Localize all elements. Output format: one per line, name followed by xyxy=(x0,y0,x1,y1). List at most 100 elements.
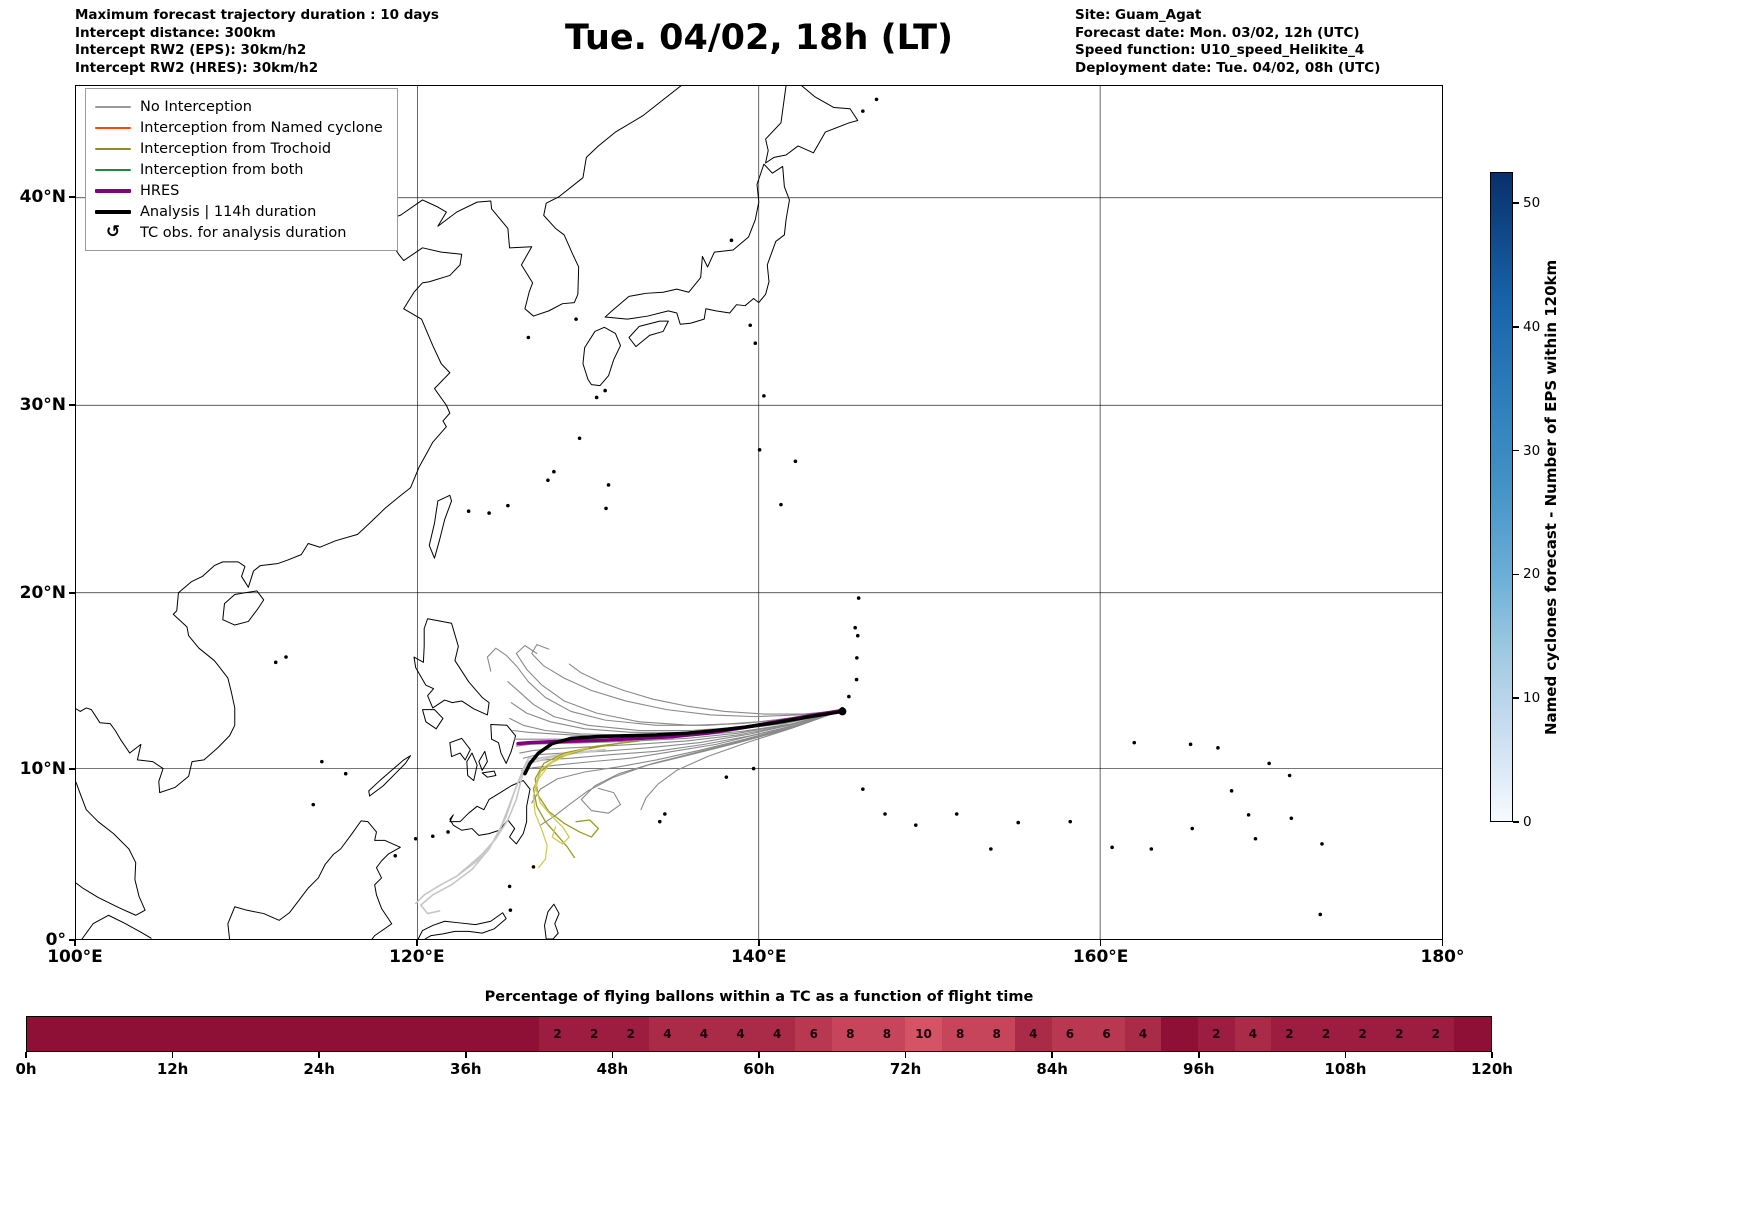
info-line: Speed function: U10_speed_Helikite_4 xyxy=(1075,42,1365,58)
colorbar-tick-mark xyxy=(1513,821,1519,823)
legend-label: Analysis | 114h duration xyxy=(140,203,317,220)
flight-axis-tick-mark xyxy=(758,1052,760,1058)
flight-axis-tick-label: 72h xyxy=(889,1060,922,1078)
flight-axis-tick-label: 84h xyxy=(1036,1060,1068,1078)
island-dot xyxy=(847,694,851,699)
legend-line-sample xyxy=(95,147,131,150)
flight-axis-tick-mark xyxy=(1051,1052,1053,1058)
flight-bar-cell: 2 xyxy=(1271,1017,1308,1051)
island-dot xyxy=(793,459,798,464)
island-dot xyxy=(1289,816,1294,821)
island-dot xyxy=(466,509,471,513)
trajectory-trochoid_light xyxy=(532,752,572,869)
y-tick-label: 0° xyxy=(45,930,66,950)
island-dot xyxy=(1216,746,1220,750)
island-dot xyxy=(1190,826,1195,831)
island-dot xyxy=(663,812,667,816)
island-dot xyxy=(753,341,758,345)
flight-bar-cell: 2 xyxy=(1307,1017,1345,1051)
info-line: Intercept RW2 (HRES): 30km/h2 xyxy=(75,59,319,76)
flight-bar-cell xyxy=(27,1017,64,1051)
info-line: Site: Guam_Agat xyxy=(1075,7,1202,23)
flight-bar-cell xyxy=(319,1017,357,1051)
island-dot xyxy=(393,853,398,858)
flight-bar-cell: 2 xyxy=(1198,1017,1235,1051)
colorbar-tick-label: 30 xyxy=(1523,442,1541,459)
legend-line-sample xyxy=(95,188,131,193)
island-dot xyxy=(874,97,879,102)
legend-item: Interception from Named cyclone xyxy=(95,117,383,138)
legend-label: No Interception xyxy=(140,98,252,115)
trajectory-gray xyxy=(515,644,843,726)
island-dot xyxy=(989,847,993,851)
flight-bar-cell xyxy=(1454,1017,1491,1051)
coastline xyxy=(544,903,560,939)
trajectory-analysis xyxy=(523,709,845,776)
y-tick-mark xyxy=(69,404,75,406)
island-dot xyxy=(762,394,766,398)
coastline xyxy=(466,752,478,782)
info-block-left: Maximum forecast trajectory duration : 1… xyxy=(75,7,439,77)
flight-bar-cell: 4 xyxy=(722,1017,759,1051)
flight-axis-tick-mark xyxy=(904,1052,907,1058)
flight-bar-cell: 2 xyxy=(1417,1017,1455,1051)
island-dot xyxy=(748,323,753,328)
legend-item: ↺ TC obs. for analysis duration xyxy=(95,222,383,243)
info-line: Deployment date: Tue. 04/02, 08h (UTC) xyxy=(1075,59,1381,76)
y-tick-mark xyxy=(69,768,75,770)
flight-bar-cell: 4 xyxy=(1124,1017,1162,1051)
trajectory-gray xyxy=(522,709,843,759)
island-dot xyxy=(1246,813,1251,817)
coastline xyxy=(449,780,531,845)
colorbar-label: Named cyclones forecast - Number of EPS … xyxy=(1542,259,1560,735)
island-dot xyxy=(343,771,348,776)
island-dot xyxy=(604,506,608,511)
flight-bar-cell xyxy=(100,1017,137,1051)
flight-axis-tick-mark xyxy=(318,1052,320,1058)
island-dot xyxy=(603,388,607,393)
colorbar-tick-label: 40 xyxy=(1523,318,1541,335)
legend-label: Interception from Named cyclone xyxy=(140,119,383,136)
island-dot xyxy=(1110,845,1114,850)
flight-bar-cell: 8 xyxy=(941,1017,979,1051)
trajectory-gray xyxy=(531,644,843,718)
coastline xyxy=(76,781,146,916)
coastline xyxy=(765,86,859,164)
flight-bar-cell xyxy=(429,1017,467,1051)
flight-bar-cell xyxy=(392,1017,430,1051)
island-dot xyxy=(779,502,783,507)
coastline xyxy=(227,820,401,939)
info-line: Forecast date: Mon. 03/02, 12h (UTC) xyxy=(1075,24,1360,41)
island-dot xyxy=(1229,789,1234,793)
y-tick-label: 30°N xyxy=(19,395,66,416)
legend-item: Analysis | 114h duration xyxy=(95,201,383,222)
island-dot xyxy=(855,633,860,638)
flight-bar-cell: 8 xyxy=(978,1017,1016,1051)
island-dot xyxy=(724,775,729,779)
info-line: Intercept distance: 300km xyxy=(75,24,276,41)
island-dot xyxy=(606,483,611,487)
legend-line-sample xyxy=(95,168,131,171)
flight-bar-cell: 10 xyxy=(905,1017,942,1051)
island-dot xyxy=(1320,842,1324,846)
island-dot xyxy=(526,335,531,340)
info-line: Intercept RW2 (EPS): 30km/h2 xyxy=(75,42,307,58)
island-dot xyxy=(657,819,662,824)
x-tick-mark xyxy=(1099,940,1102,946)
colorbar-tick-label: 20 xyxy=(1523,566,1541,583)
island-dot xyxy=(1016,820,1021,825)
island-dot xyxy=(1149,847,1154,851)
x-tick-mark xyxy=(758,940,760,946)
legend-item: No Interception xyxy=(95,96,383,117)
island-dot xyxy=(856,596,861,600)
coastline xyxy=(413,618,490,716)
trajectory-trochoid xyxy=(534,740,640,838)
flight-bar-cell: 4 xyxy=(649,1017,686,1051)
info-line: Maximum forecast trajectory duration : 1… xyxy=(75,7,439,23)
flight-axis-tick-label: 108h xyxy=(1324,1060,1367,1078)
flight-axis-tick-label: 48h xyxy=(596,1060,629,1078)
island-dot xyxy=(954,812,959,816)
island-dot xyxy=(757,448,762,452)
island-dot xyxy=(1132,740,1137,745)
flight-bar-cell xyxy=(246,1017,284,1051)
